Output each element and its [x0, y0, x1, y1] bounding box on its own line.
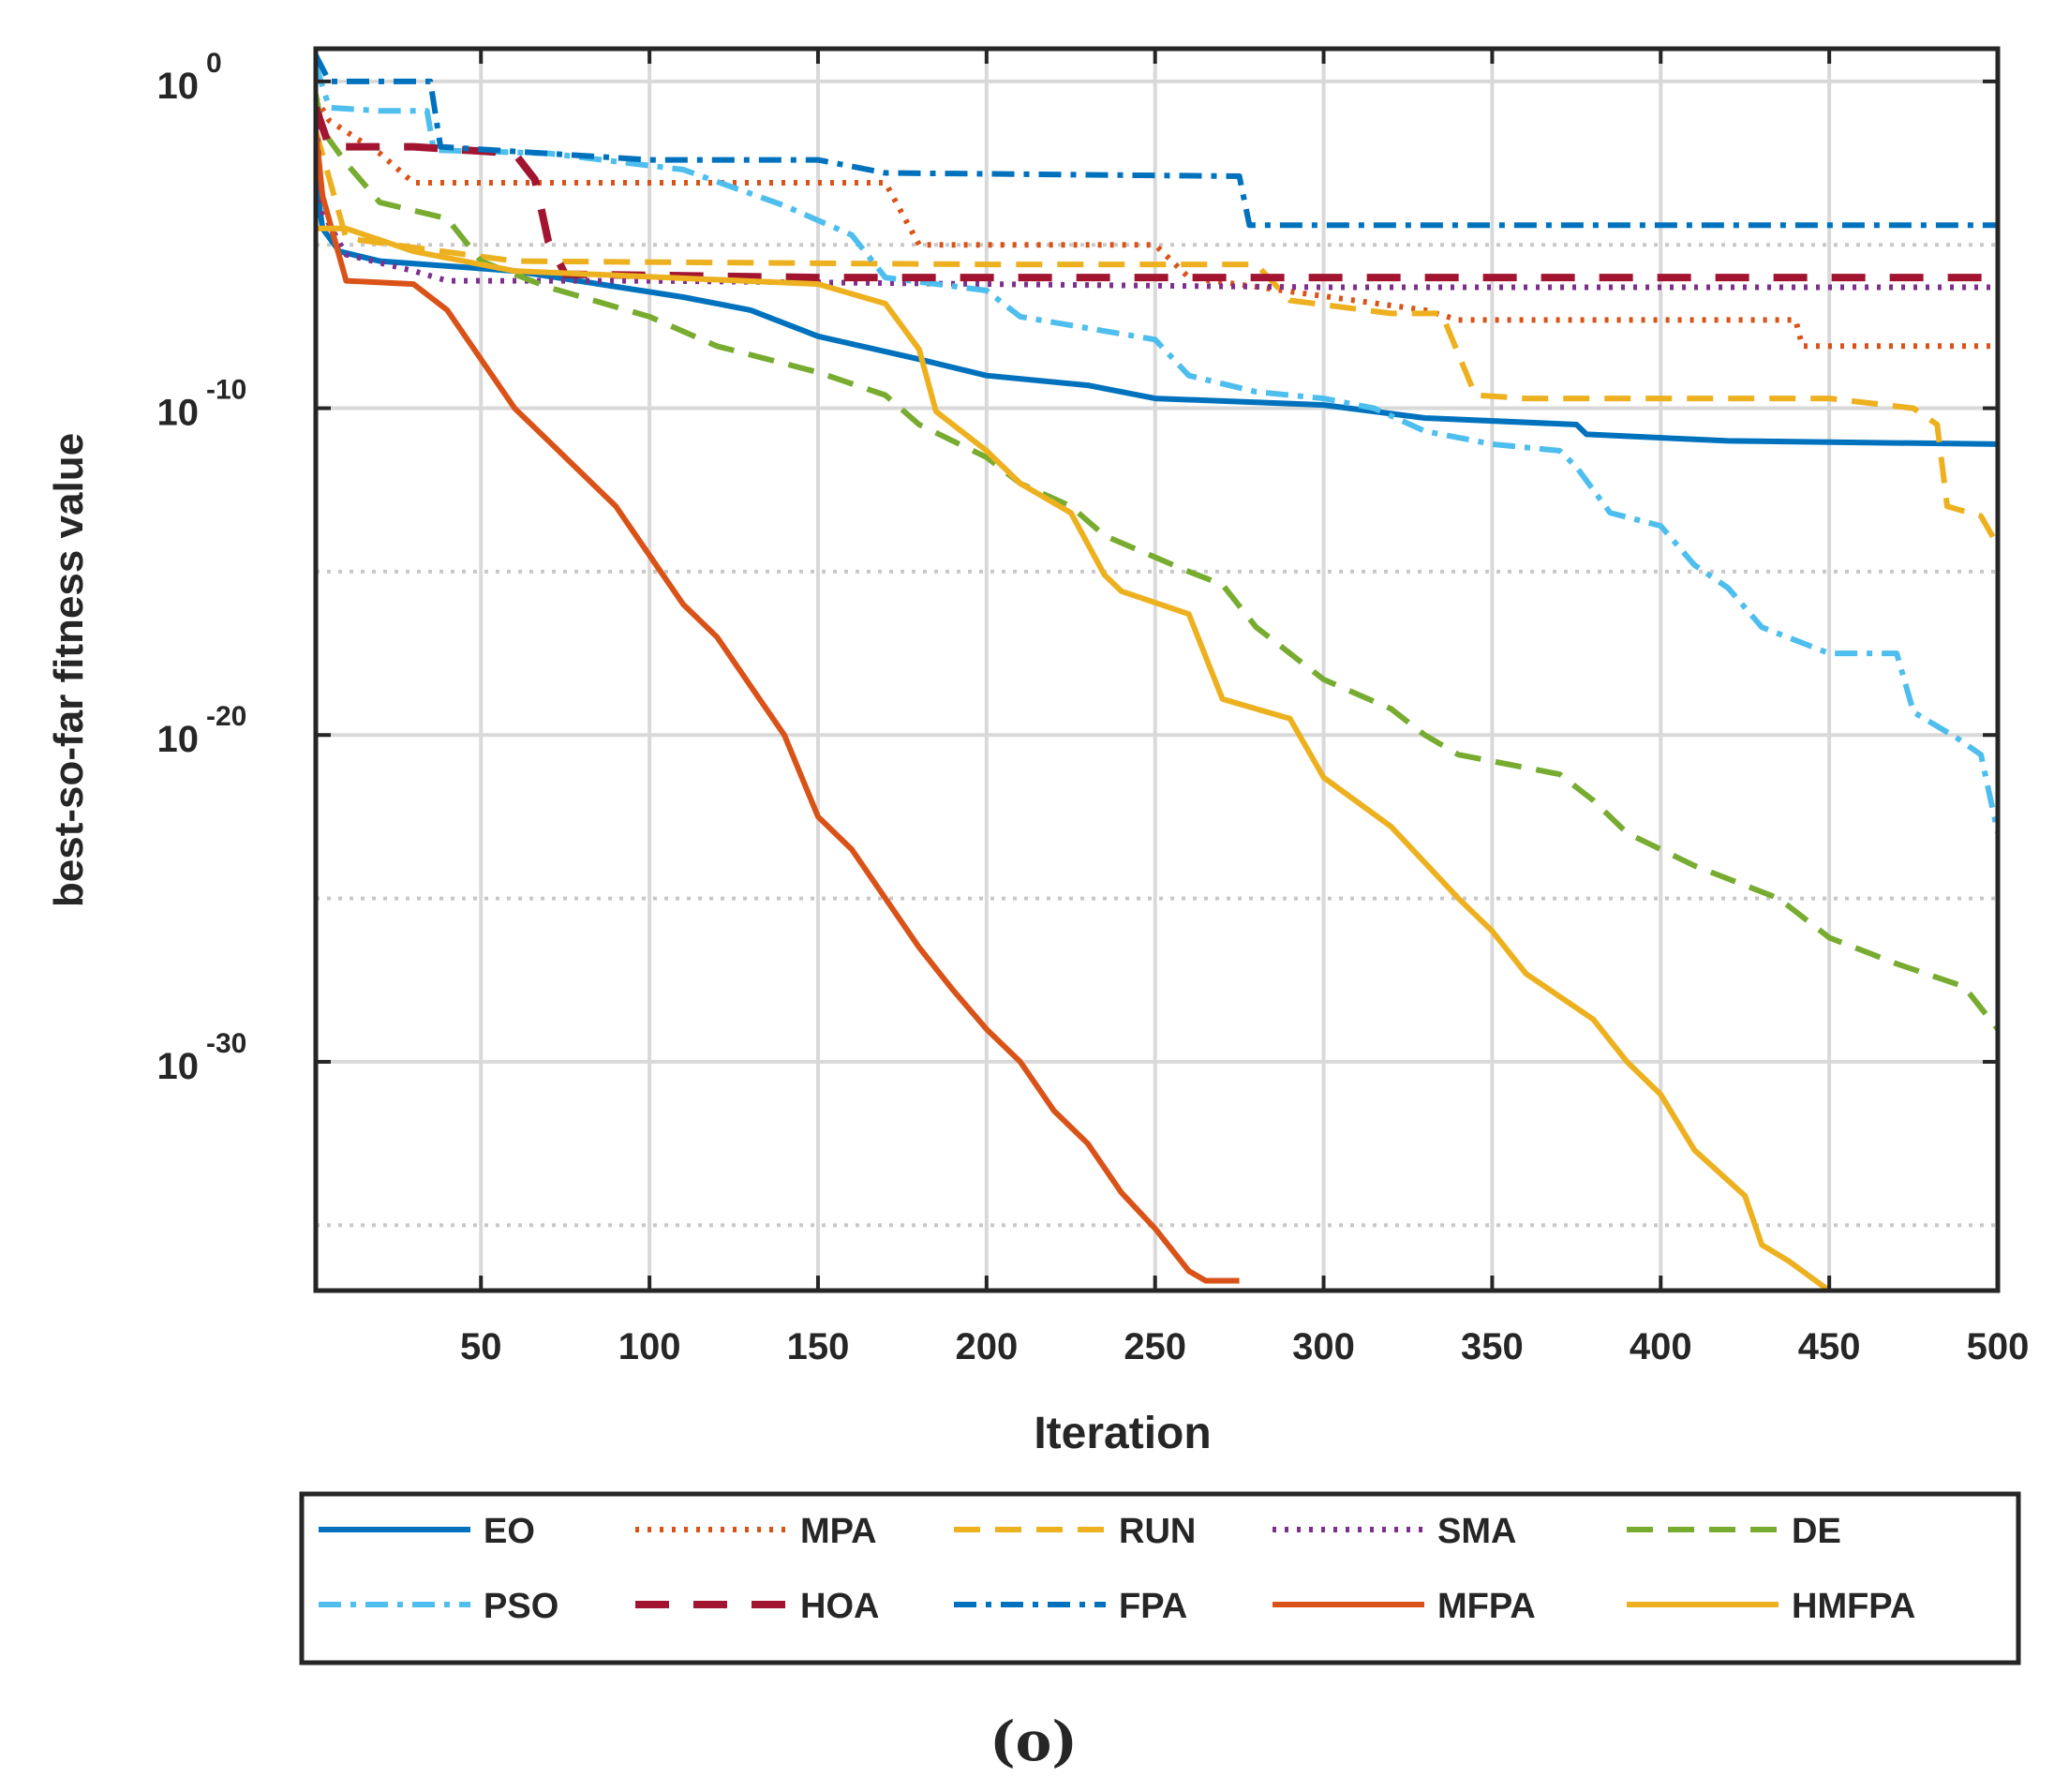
x-tick-label: 200 [955, 1326, 1018, 1367]
legend-label-hmfpa: HMFPA [1792, 1587, 1915, 1626]
series-line-mpa [316, 96, 1998, 350]
series-line-fpa [316, 53, 1998, 229]
legend-label-mfpa: MFPA [1437, 1587, 1536, 1626]
legend-label-hoa: HOA [800, 1587, 879, 1626]
x-tick-label: 500 [1967, 1326, 2030, 1367]
legend-label-mpa: MPA [800, 1512, 877, 1551]
y-tick-label-exponent: 0 [206, 48, 222, 79]
y-tick-label-base: 10 [157, 719, 200, 760]
series-line-hmfpa [316, 225, 1831, 1291]
legend-box [299, 1491, 2021, 1665]
legend-label-eo: EO [484, 1512, 535, 1551]
x-tick-label: 150 [787, 1326, 850, 1367]
series-line-mfpa [316, 129, 1240, 1284]
y-tick-label-base: 10 [157, 1046, 200, 1087]
y-tick-label-exponent: -20 [206, 701, 246, 732]
y-tick-label-base: 10 [157, 66, 200, 107]
legend-label-de: DE [1792, 1512, 1841, 1551]
y-tick-label-exponent: -10 [206, 375, 246, 406]
series-layer [316, 53, 1998, 1291]
legend-label-pso: PSO [484, 1587, 558, 1626]
x-axis-ticks: 50 100 150 200 250 300 350 400 450 500 [460, 49, 2029, 1367]
y-tick-label-base: 10 [157, 393, 200, 434]
x-tick-label: 450 [1798, 1326, 1861, 1367]
figure-caption: (o) [990, 1710, 1078, 1773]
series-line-pso [316, 64, 1998, 834]
x-tick-label: 300 [1292, 1326, 1355, 1367]
x-tick-label: 100 [618, 1326, 681, 1367]
y-tick-label-exponent: -30 [206, 1028, 246, 1059]
x-axis-label: Iteration [1034, 1409, 1211, 1458]
legend-label-run: RUN [1119, 1512, 1196, 1551]
series-line-hoa [316, 106, 1998, 282]
x-tick-label: 350 [1461, 1326, 1524, 1367]
x-tick-label: 400 [1630, 1326, 1692, 1367]
legend-label-fpa: FPA [1119, 1587, 1187, 1626]
series-line-run [316, 129, 1998, 547]
legend-label-sma: SMA [1437, 1512, 1516, 1551]
x-tick-label: 250 [1124, 1326, 1186, 1367]
y-axis-label: best-so-far fitness value [46, 433, 92, 907]
legend: EO MPA RUN SMA DE PSO HOA FPA MFPA HMFPA [319, 1512, 1915, 1626]
x-tick-label: 50 [460, 1326, 502, 1367]
